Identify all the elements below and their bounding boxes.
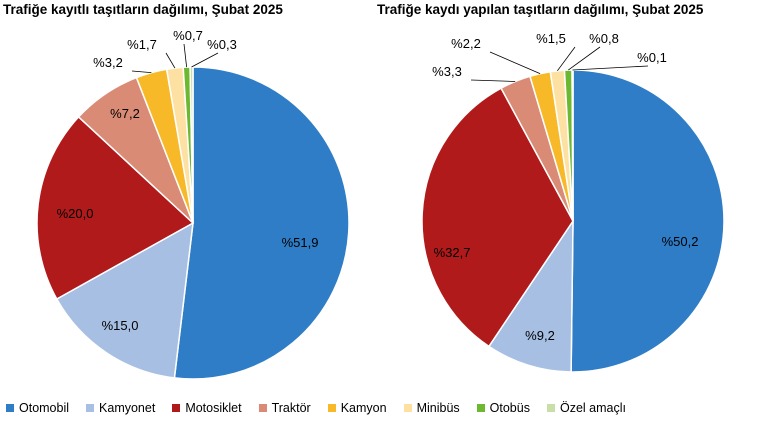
legend-item-otomobil: Otomobil: [6, 401, 69, 415]
chart-title-registered: Trafiğe kayıtlı taşıtların dağılımı, Şub…: [3, 2, 283, 17]
data-label-kamyonet: %15,0: [102, 318, 139, 333]
legend-label: Motosiklet: [185, 401, 242, 415]
data-label-motosiklet: %20,0: [57, 206, 94, 221]
legend-item-minibus: Minibüs: [403, 401, 460, 415]
data-label-kamyon: %2,2: [451, 36, 481, 51]
data-label-otomobil: %51,9: [282, 235, 319, 250]
pie-chart-new-registrations: %50,2 %9,2 %32,7 %3,3 %2,2 %1,5 %0,8 %0,1: [421, 31, 725, 373]
pie-slice-kamyonet: [487, 218, 574, 373]
legend-swatch: [327, 404, 336, 412]
legend-label: Minibüs: [416, 401, 460, 415]
legend-label: Kamyon: [340, 401, 387, 415]
pie-slice-ozel-amacli: [571, 69, 574, 222]
leader-line: [568, 46, 601, 71]
legend-swatch: [172, 404, 181, 412]
pie-slice-otomobil: [173, 66, 350, 380]
leader-line: [165, 52, 176, 69]
legend-label: Traktör: [271, 401, 311, 415]
legend-label: Kamyonet: [99, 401, 156, 415]
leader-line: [131, 70, 152, 74]
leader-line: [470, 79, 516, 82]
data-label-traktor: %7,2: [110, 106, 140, 121]
data-label-minibus: %1,7: [127, 37, 157, 52]
legend-swatch: [6, 404, 14, 412]
legend-label: Özel amaçlı: [559, 401, 626, 415]
chart-title-new-registrations: Trafiğe kaydı yapılan taşıtların dağılım…: [377, 2, 704, 17]
data-label-kamyonet: %9,2: [525, 328, 555, 343]
legend-item-ozel-amacli: Özel amaçlı: [546, 401, 626, 415]
data-label-ozel-amacli: %0,1: [637, 50, 667, 65]
leader-line: [572, 65, 649, 71]
legend-swatch: [476, 404, 485, 412]
legend-item-traktor: Traktör: [258, 401, 311, 415]
legend-item-kamyon: Kamyon: [327, 401, 387, 415]
data-label-ozel-amacli: %0,3: [207, 37, 237, 52]
legend: Otomobil Kamyonet Motosiklet Traktör Kam…: [6, 401, 643, 415]
data-label-motosiklet: %32,7: [434, 245, 471, 260]
legend-label: Otomobil: [19, 401, 70, 415]
data-label-traktor: %3,3: [432, 64, 462, 79]
pie-slice-kamyonet: [55, 221, 194, 379]
leader-line: [557, 46, 576, 72]
legend-label: Otobüs: [489, 401, 530, 415]
pie-charts: %51,9 %15,0 %20,0 %7,2 %3,2 %1,7 %0,7 %0,3 %50,…: [36, 28, 725, 380]
legend-item-kamyonet: Kamyonet: [86, 401, 155, 415]
data-label-otobus: %0,7: [173, 28, 203, 43]
legend-item-motosiklet: Motosiklet: [172, 401, 242, 415]
leader-line: [191, 52, 219, 68]
pie-chart-registered: %51,9 %15,0 %20,0 %7,2 %3,2 %1,7 %0,7 %0,3: [36, 28, 350, 380]
pie-slice-motosiklet: [36, 115, 195, 301]
data-label-otomobil: %50,2: [662, 234, 699, 249]
legend-swatch: [86, 404, 95, 412]
data-label-minibus: %1,5: [536, 31, 566, 46]
legend-swatch: [403, 404, 412, 412]
leader-line: [183, 43, 188, 68]
legend-swatch: [258, 404, 267, 412]
data-label-kamyon: %3,2: [93, 55, 123, 70]
data-label-otobus: %0,8: [589, 31, 619, 46]
leader-line: [489, 51, 541, 75]
legend-swatch: [546, 404, 555, 412]
legend-item-otobus: Otobüs: [476, 401, 530, 415]
pie-slice-otomobil: [570, 69, 725, 373]
